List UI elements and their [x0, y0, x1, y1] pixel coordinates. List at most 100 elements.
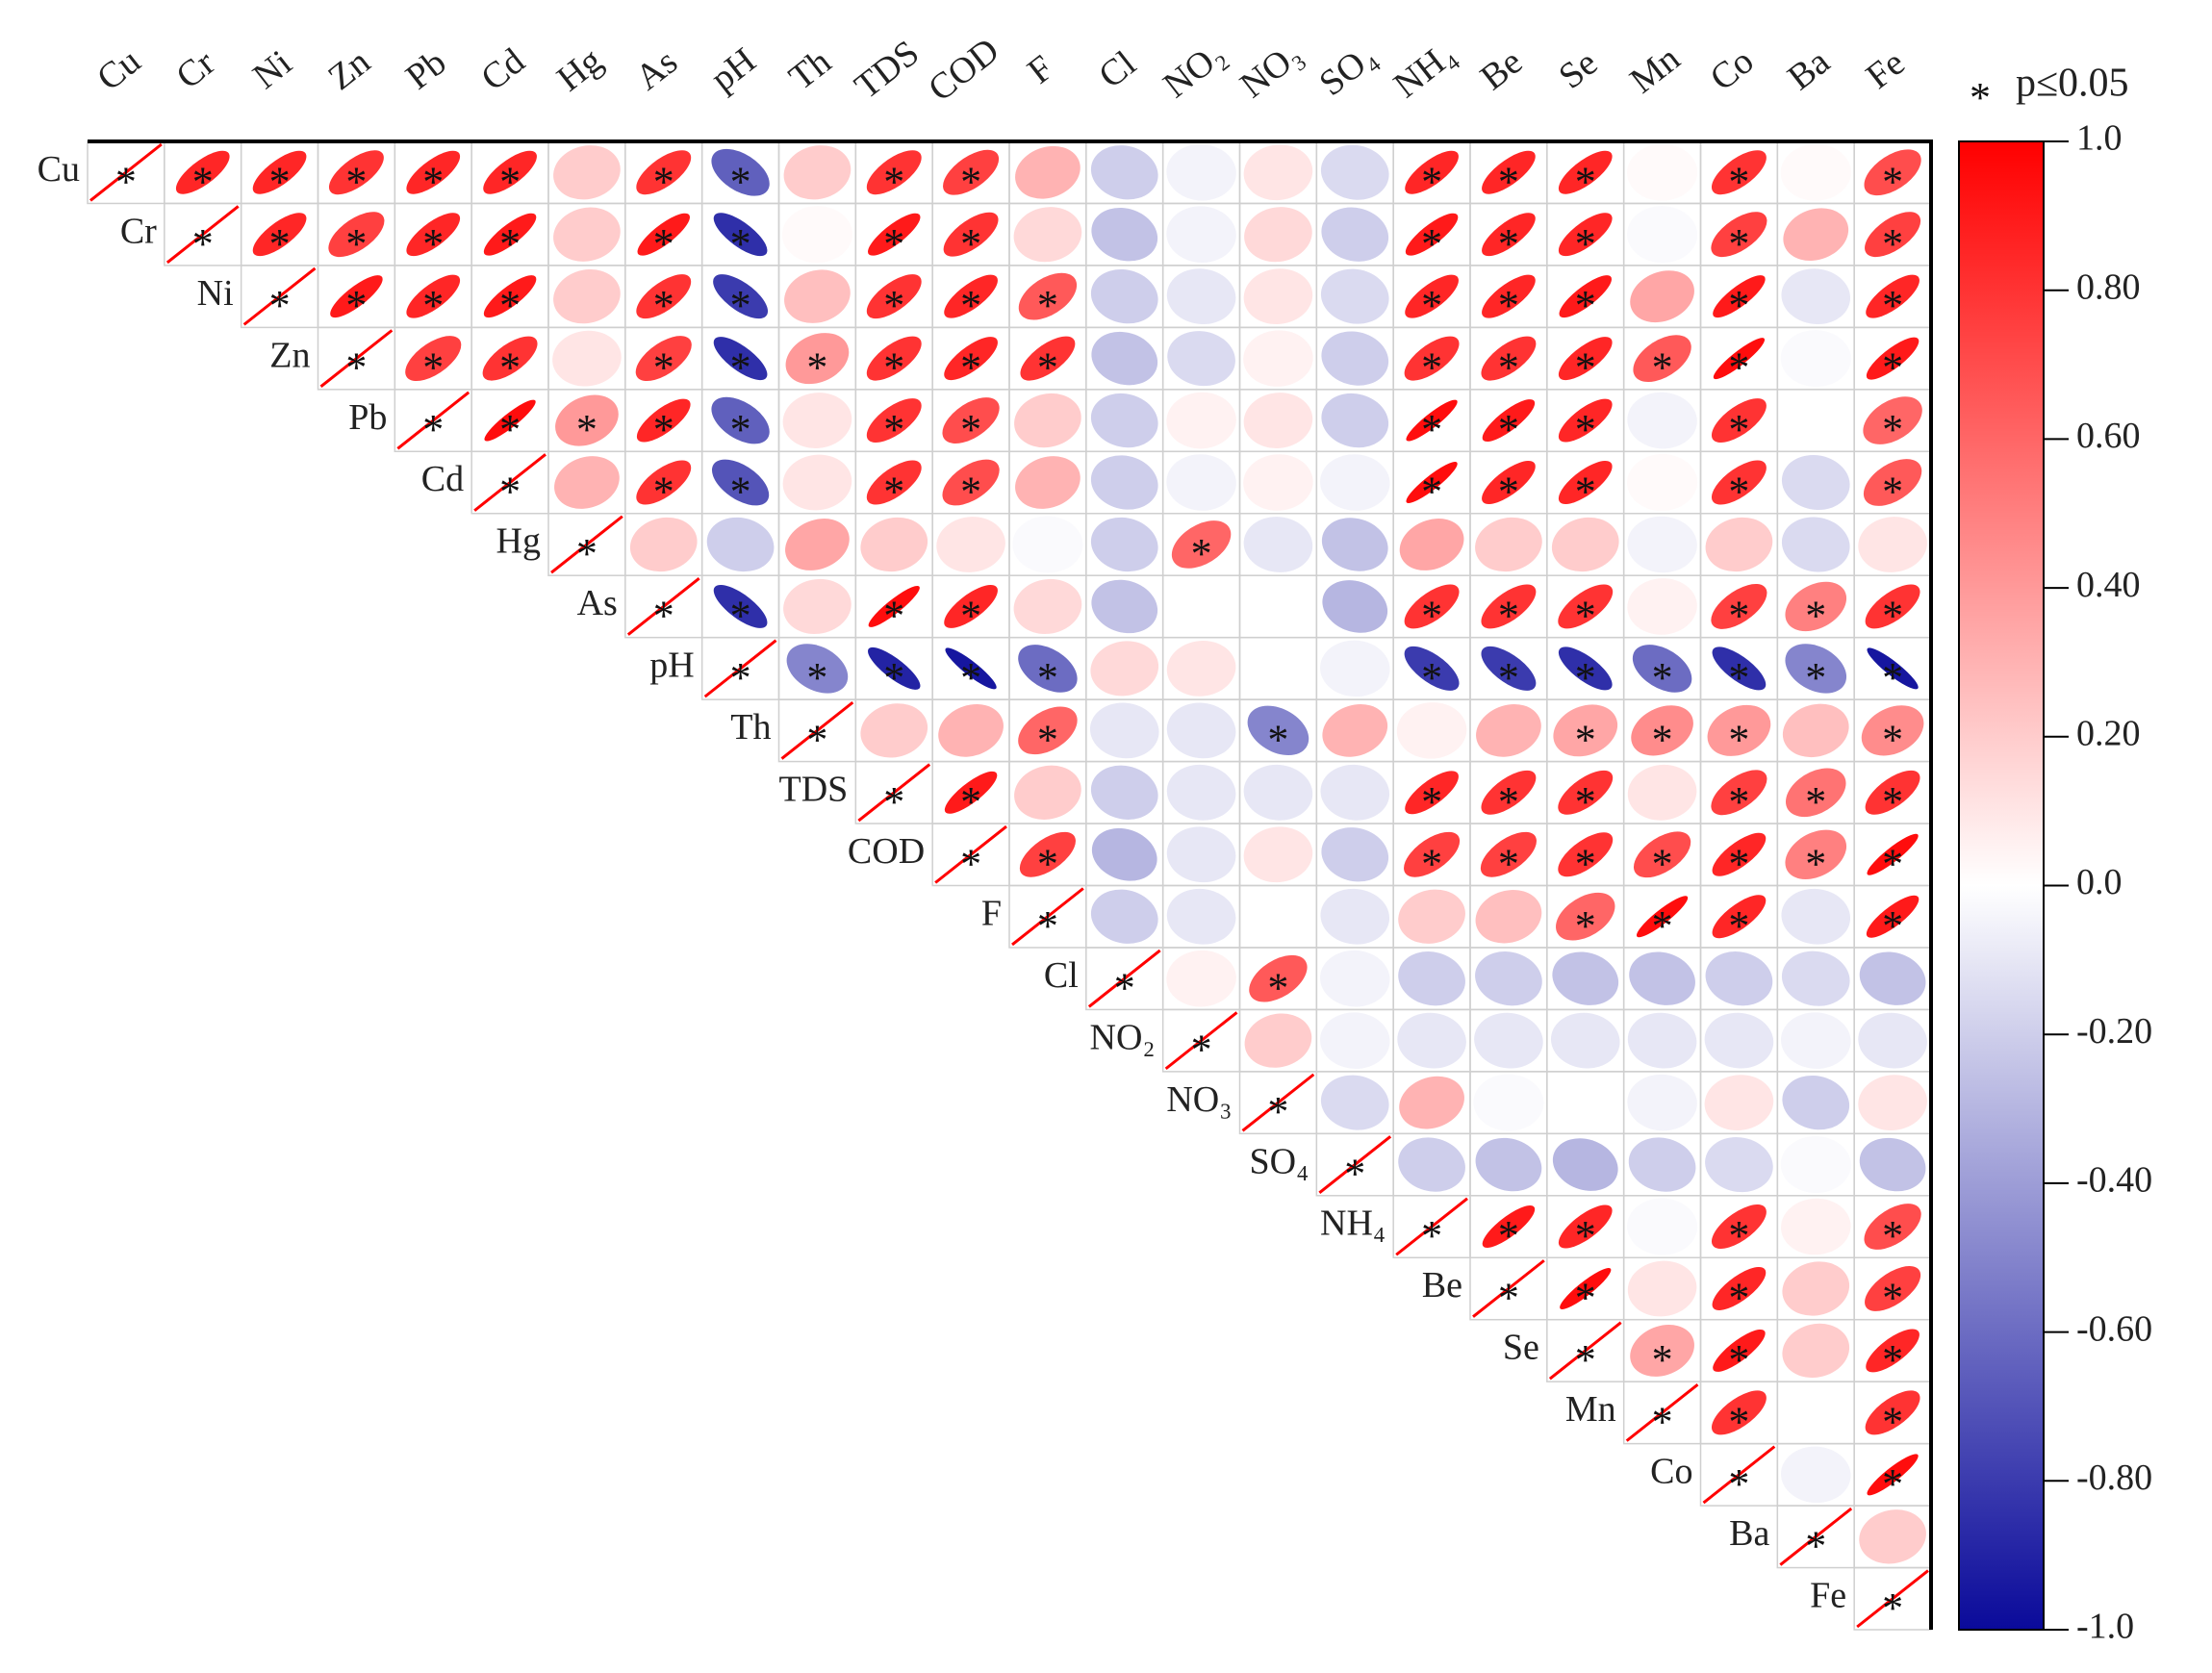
significance-marker: * — [499, 469, 521, 516]
correlation-ellipse — [1090, 517, 1158, 572]
correlation-ellipse — [1319, 950, 1390, 1007]
significance-marker: * — [1882, 902, 1903, 950]
significance-marker: * — [1575, 1336, 1596, 1383]
correlation-ellipse — [936, 517, 1005, 572]
significance-marker: * — [960, 282, 981, 329]
significance-marker: * — [1882, 1398, 1903, 1445]
correlation-ellipse — [1781, 455, 1850, 511]
correlation-ellipse — [1481, 336, 1537, 381]
column-label: Pb — [398, 42, 453, 98]
significance-marker: * — [1575, 469, 1596, 516]
correlation-ellipse — [1628, 1137, 1696, 1192]
significance-marker: * — [730, 654, 751, 701]
correlation-ellipse — [1558, 584, 1614, 629]
significance-marker: * — [1191, 1027, 1212, 1074]
correlation-ellipse — [1319, 454, 1390, 511]
column-label: Ni — [245, 42, 299, 96]
correlation-ellipse — [1090, 455, 1158, 510]
significance-marker: * — [422, 220, 444, 267]
significance-marker: * — [1575, 282, 1596, 329]
column-label: As — [628, 41, 685, 98]
correlation-ellipse — [1558, 461, 1613, 505]
colorbar-tick-label: -0.40 — [2076, 1160, 2152, 1201]
correlation-ellipse — [1863, 459, 1922, 506]
significance-marker: * — [1575, 716, 1596, 763]
significance-marker: * — [883, 220, 904, 267]
column-label: Fe — [1859, 42, 1913, 96]
diagonal-line — [1548, 1321, 1622, 1381]
diagonal-line — [934, 824, 1007, 884]
correlation-ellipse — [1018, 645, 1078, 693]
significance-marker: * — [1498, 1212, 1519, 1259]
correlation-ellipse — [330, 275, 383, 318]
significance-marker: * — [1652, 840, 1673, 887]
correlation-ellipse — [1867, 647, 1919, 690]
correlation-ellipse — [1089, 702, 1159, 759]
correlation-ellipse — [1398, 1137, 1465, 1192]
correlation-ellipse — [1405, 213, 1459, 256]
significance-marker: * — [1037, 902, 1058, 950]
correlation-ellipse — [711, 459, 770, 506]
correlation-ellipse — [1864, 1204, 1921, 1250]
correlation-ellipse — [1712, 646, 1767, 691]
correlation-ellipse — [783, 145, 852, 200]
significance-marker: * — [1652, 1398, 1673, 1445]
correlation-ellipse — [1780, 1383, 1851, 1442]
significance-marker: * — [653, 344, 674, 392]
correlation-ellipse — [1863, 396, 1922, 444]
correlation-ellipse — [328, 150, 384, 195]
correlation-ellipse — [1782, 1323, 1850, 1379]
correlation-ellipse — [252, 213, 307, 257]
correlation-ellipse — [1865, 212, 1921, 258]
correlation-ellipse — [1558, 213, 1613, 257]
diagonal-line — [1164, 1011, 1238, 1071]
significance-marker: * — [1498, 778, 1519, 825]
correlation-ellipse — [1090, 393, 1158, 448]
correlation-ellipse — [483, 213, 537, 256]
significance-marker: * — [1728, 778, 1749, 825]
correlation-ellipse — [405, 336, 462, 382]
significance-marker: * — [806, 344, 827, 392]
correlation-ellipse — [1481, 584, 1537, 629]
significance-marker: * — [1728, 1460, 1749, 1508]
significance-marker: * — [1882, 778, 1903, 825]
correlation-ellipse — [328, 212, 385, 258]
significance-marker: * — [1421, 282, 1442, 329]
column-label: F — [1020, 47, 1061, 91]
correlation-ellipse — [868, 213, 921, 256]
colorbar — [1958, 140, 2045, 1631]
correlation-ellipse — [1320, 888, 1390, 945]
correlation-ellipse — [1166, 392, 1236, 449]
significance-marker: * — [883, 778, 904, 825]
correlation-ellipse — [1475, 1137, 1542, 1192]
column-label: NO₃ — [1233, 34, 1309, 106]
significance-marker: * — [1267, 716, 1288, 763]
significance-marker: * — [1882, 344, 1903, 392]
correlation-ellipse — [1396, 702, 1467, 759]
correlation-ellipse — [1397, 1012, 1466, 1069]
significance-marker: * — [1037, 716, 1058, 763]
significance-marker: * — [960, 840, 981, 887]
correlation-ellipse — [1627, 454, 1698, 512]
significance-marker: * — [422, 282, 444, 329]
correlation-ellipse — [1627, 578, 1697, 635]
significance-marker: * — [422, 344, 444, 392]
correlation-ellipse — [1711, 1390, 1767, 1435]
significance-marker: * — [1498, 158, 1519, 205]
correlation-ellipse — [636, 150, 692, 195]
row-label: Co — [1650, 1452, 1692, 1492]
significance-marker: * — [806, 654, 827, 701]
correlation-ellipse — [1405, 771, 1459, 815]
significance-marker: * — [960, 778, 981, 825]
column-label: SO₄ — [1312, 36, 1385, 104]
correlation-ellipse — [1705, 1137, 1773, 1193]
diagonal-line — [1395, 1197, 1468, 1256]
correlation-ellipse — [1243, 144, 1313, 201]
significance-marker: * — [1728, 1212, 1749, 1259]
correlation-ellipse — [1012, 516, 1083, 573]
correlation-ellipse — [1015, 145, 1081, 199]
correlation-ellipse — [713, 337, 768, 381]
correlation-ellipse — [1473, 1074, 1544, 1131]
correlation-ellipse — [1091, 579, 1158, 634]
significance-marker: * — [422, 406, 444, 453]
